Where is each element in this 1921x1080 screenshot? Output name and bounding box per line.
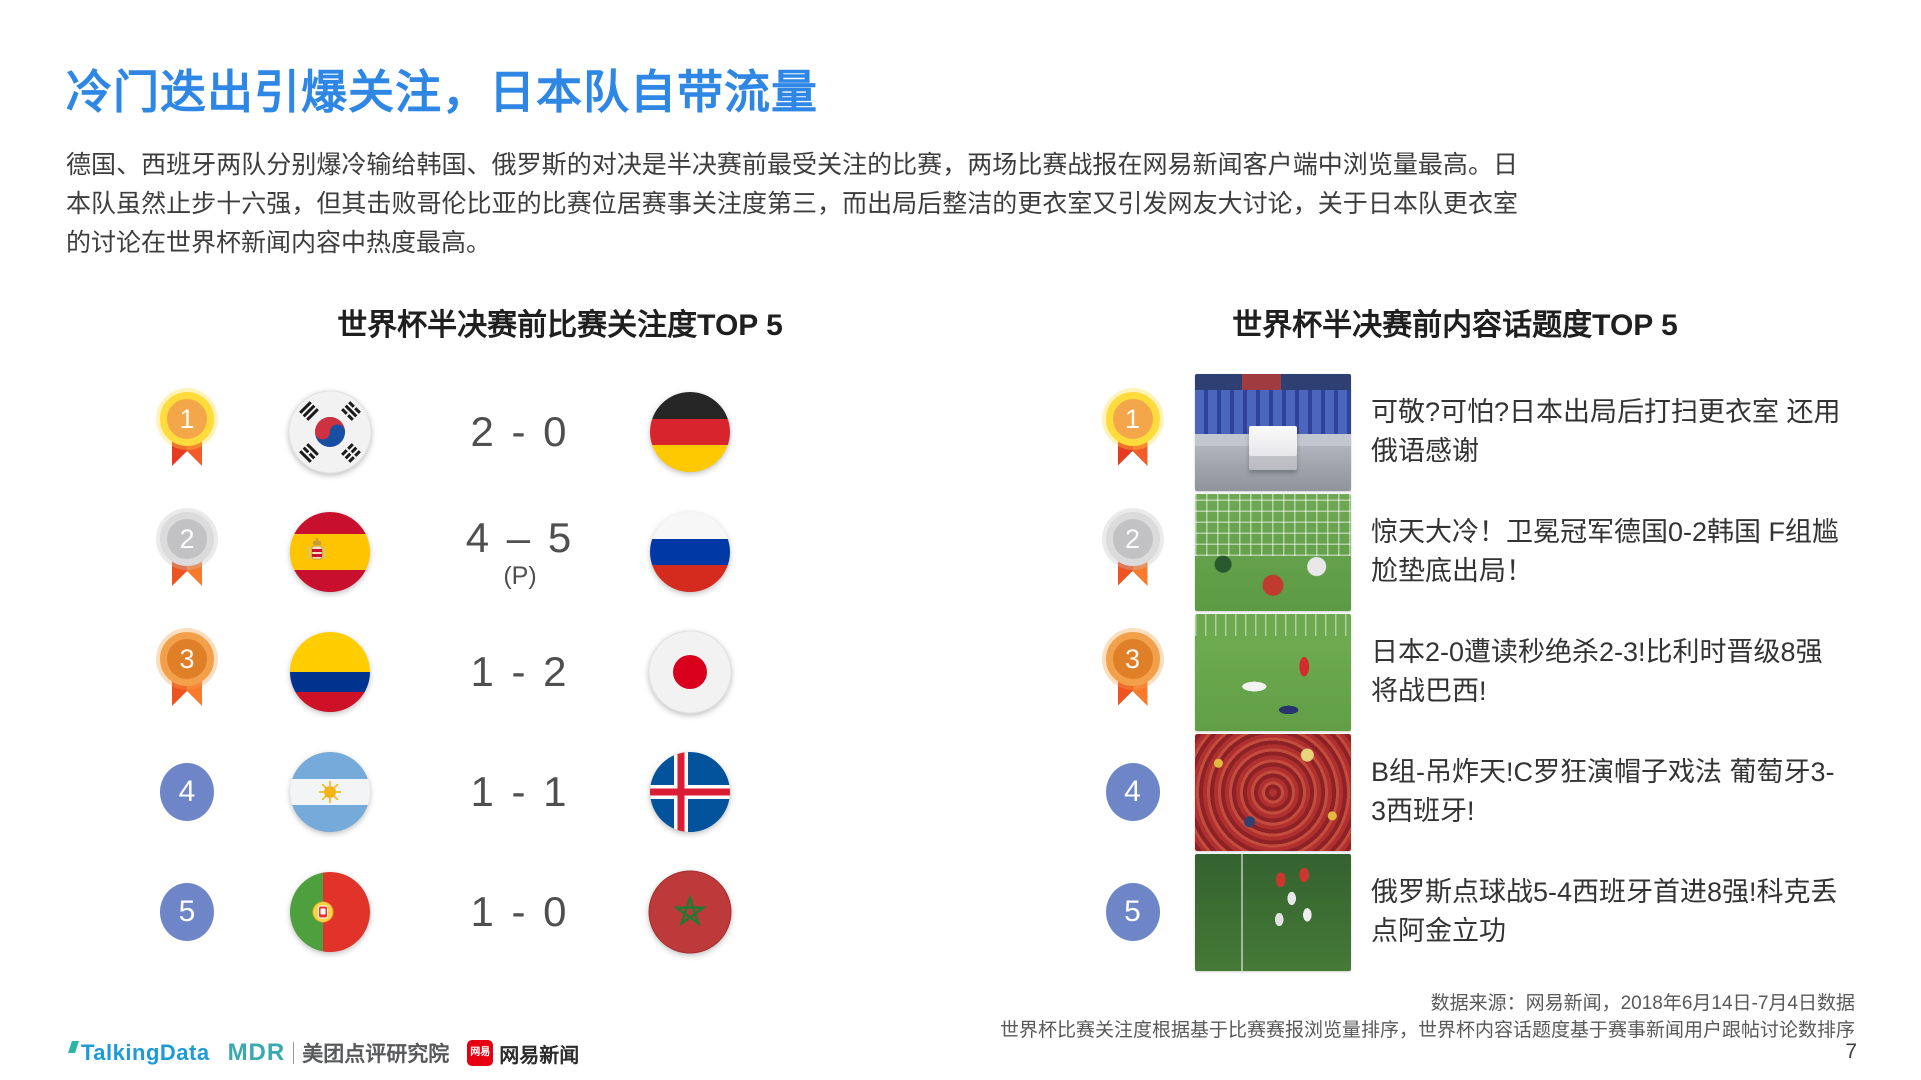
talkingdata-logo: TalkingData xyxy=(81,1040,210,1065)
match-row-2: 2 4 – 5 (P) xyxy=(130,492,920,612)
match-score: 4 – 5 (P) xyxy=(465,513,575,590)
news-thumbnail-japan-locker-room xyxy=(1195,373,1351,491)
rank-2-medal-icon: 2 xyxy=(1105,512,1160,592)
match-score: 2 - 0 xyxy=(470,408,570,455)
rank-1-medal-icon: 1 xyxy=(160,392,214,472)
flag-russia-icon xyxy=(650,512,730,592)
topic-row-5: 5 俄罗斯点球战5-4西班牙首进8强!科克丢点阿金立功 xyxy=(1080,852,1880,972)
topic-row-2: 2 惊天大冷！卫冕冠军德国0-2韩国 F组尴尬垫底出局！ xyxy=(1080,492,1880,612)
topic-row-3: 3 日本2-0遭读秒绝杀2-3!比利时晋级8强将战巴西! xyxy=(1080,612,1880,732)
news-thumbnail-belgium-japan xyxy=(1195,613,1351,731)
flag-japan-icon xyxy=(648,630,732,714)
topic-ranking-title: 世界杯半决赛前内容话题度TOP 5 xyxy=(1232,309,1678,342)
rank-4-badge: 4 xyxy=(1105,763,1160,821)
page-number: 7 xyxy=(1845,1040,1857,1063)
flag-argentina-icon xyxy=(290,752,370,832)
news-headline: 惊天大冷！卫冕冠军德国0-2韩国 F组尴尬垫底出局！ xyxy=(1371,517,1840,586)
match-row-1: 1 2 - 0 xyxy=(130,372,920,492)
rank-number: 1 xyxy=(179,403,195,434)
news-headline: 俄罗斯点球战5-4西班牙首进8强!科克丢点阿金立功 xyxy=(1371,877,1838,946)
data-source-note: 数据来源：网易新闻，2018年6月14日-7月4日数据 世界杯比赛关注度根据基于… xyxy=(1000,990,1855,1044)
match-ranking-title: 世界杯半决赛前比赛关注度TOP 5 xyxy=(337,309,783,342)
news-thumbnail-russia-spain-shootout xyxy=(1195,853,1351,971)
rank-number: 2 xyxy=(1124,523,1141,554)
rank-number: 3 xyxy=(1124,643,1141,674)
rank-4-badge: 4 xyxy=(160,763,214,821)
topic-row-4: 4 B组-吊炸天!C罗狂演帽子戏法 葡萄牙3-3西班牙! xyxy=(1080,732,1880,852)
talkingdata-tick-icon xyxy=(68,1041,79,1053)
flag-iceland-icon xyxy=(650,752,730,832)
rank-3-medal-icon: 3 xyxy=(160,632,214,712)
news-headline: 日本2-0遭读秒绝杀2-3!比利时晋级8强将战巴西! xyxy=(1371,637,1823,706)
mdr-logo: MDR xyxy=(227,1039,286,1066)
topic-ranking-list: 1 可敬?可怕?日本出局后打扫更衣室 还用俄语感谢 2 惊天大冷！卫冕冠军德国0… xyxy=(1080,372,1880,972)
flag-spain-icon xyxy=(290,512,370,592)
logo-divider xyxy=(293,1042,295,1064)
netease-news-logo: 网易新闻 xyxy=(499,1044,580,1067)
flag-south-korea-icon xyxy=(288,390,372,474)
match-score: 1 - 1 xyxy=(470,768,570,815)
rank-number: 2 xyxy=(179,523,195,554)
rank-5-badge: 5 xyxy=(160,883,214,941)
match-row-5: 5 1 - 0 xyxy=(130,852,920,972)
rank-number: 1 xyxy=(1124,403,1141,434)
page-title: 冷门迭出引爆关注，日本队自带流量 xyxy=(66,66,818,118)
source-line-1: 数据来源：网易新闻，2018年6月14日-7月4日数据 xyxy=(1430,993,1855,1014)
rank-number: 3 xyxy=(179,643,195,674)
flag-germany-icon xyxy=(650,392,730,472)
rank-1-medal-icon: 1 xyxy=(1105,392,1160,472)
rank-3-medal-icon: 3 xyxy=(1105,632,1160,712)
flag-morocco-icon xyxy=(648,870,732,954)
intro-paragraph: 德国、西班牙两队分别爆冷输给韩国、俄罗斯的对决是半决赛前最受关注的比赛，两场比赛… xyxy=(66,151,1518,257)
rank-5-badge: 5 xyxy=(1105,883,1160,941)
match-score: 1 - 0 xyxy=(470,888,570,935)
meituan-dianping-institute-logo: 美团点评研究院 xyxy=(302,1043,450,1066)
news-headline: 可敬?可怕?日本出局后打扫更衣室 还用俄语感谢 xyxy=(1371,397,1841,466)
news-thumbnail-germany-korea-goal xyxy=(1195,493,1351,611)
match-row-3: 3 1 - 2 xyxy=(130,612,920,732)
match-row-4: 4 1 - 1 xyxy=(130,732,920,852)
match-score: 1 - 2 xyxy=(470,648,570,695)
flag-colombia-icon xyxy=(290,632,370,712)
source-line-2: 世界杯比赛关注度根据基于比赛赛报浏览量排序，世界杯内容话题度基于赛事新闻用户跟帖… xyxy=(999,1020,1855,1041)
news-thumbnail-portugal-spain-fans xyxy=(1195,733,1351,851)
footer-logos: TalkingData MDR 美团点评研究院 网易 网易新闻 xyxy=(68,1038,580,1068)
rank-2-medal-icon: 2 xyxy=(160,512,214,592)
netease-news-app-icon: 网易 xyxy=(467,1040,494,1066)
topic-row-1: 1 可敬?可怕?日本出局后打扫更衣室 还用俄语感谢 xyxy=(1080,372,1880,492)
match-ranking-list: 1 2 - 0 xyxy=(130,372,920,972)
flag-portugal-icon xyxy=(290,872,370,952)
news-headline: B组-吊炸天!C罗狂演帽子戏法 葡萄牙3-3西班牙! xyxy=(1371,757,1835,826)
